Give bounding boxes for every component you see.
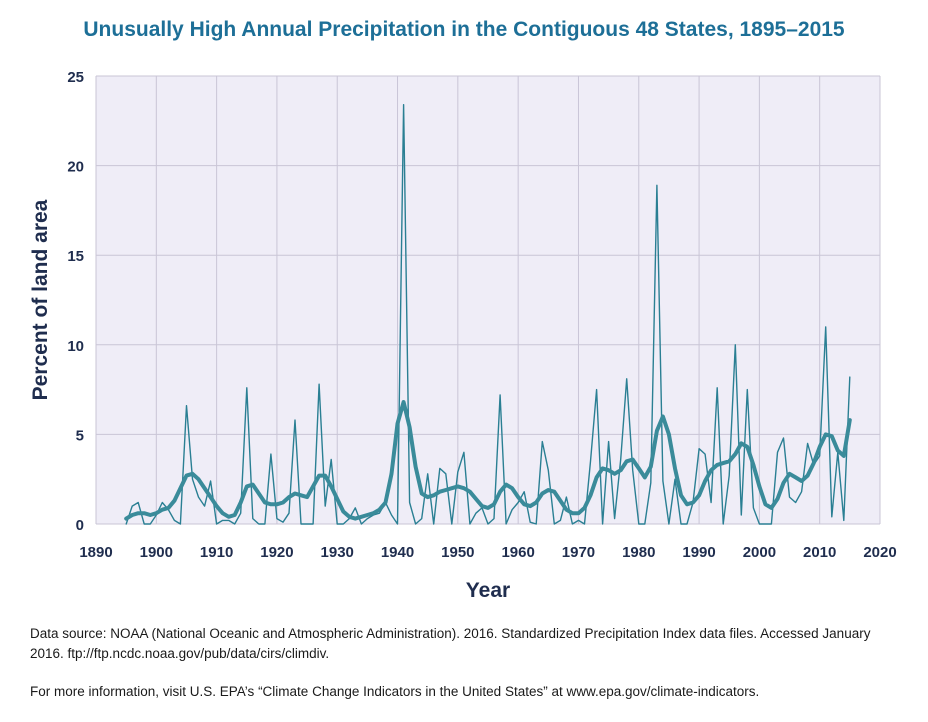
series-annual-line [125, 103, 851, 525]
x-tick-label: 1990 [682, 544, 715, 561]
y-tick-label: 5 [76, 427, 84, 444]
y-tick-label: 15 [67, 248, 84, 265]
x-tick-label: 1910 [200, 544, 233, 561]
x-tick-label: 1930 [321, 544, 354, 561]
x-tick-label: 2020 [863, 544, 896, 561]
x-tick-label: 2010 [803, 544, 836, 561]
more-info-note: For more information, visit U.S. EPA’s “… [30, 684, 760, 699]
x-tick-label: 1970 [562, 544, 595, 561]
x-tick-label: 1980 [622, 544, 655, 561]
x-tick-label: 1950 [441, 544, 474, 561]
x-tick-label: 1940 [381, 544, 414, 561]
y-tick-label: 0 [76, 517, 84, 534]
x-tick-label: 1900 [140, 544, 173, 561]
y-tick-label: 10 [67, 338, 84, 355]
y-tick-label: 20 [67, 159, 84, 176]
x-tick-label: 1960 [501, 544, 534, 561]
y-tick-label: 25 [67, 69, 84, 86]
tick-labels: 1890 1900 1910 1920 1930 1940 1950 1960 1970 1980… [67, 69, 896, 561]
x-axis-title: Year [466, 579, 510, 602]
series-average-line [124, 400, 852, 521]
chart-title: Unusually High Annual Precipitation in t… [83, 18, 845, 41]
x-tick-label: 1920 [260, 544, 293, 561]
plot-area [96, 76, 880, 524]
x-tick-label: 2000 [743, 544, 776, 561]
data-source-note: Data source: NOAA (National Oceanic and … [30, 626, 871, 661]
y-axis-title: Percent of land area [29, 199, 52, 400]
x-tick-label: 1890 [79, 544, 112, 561]
series-layer [124, 103, 852, 525]
